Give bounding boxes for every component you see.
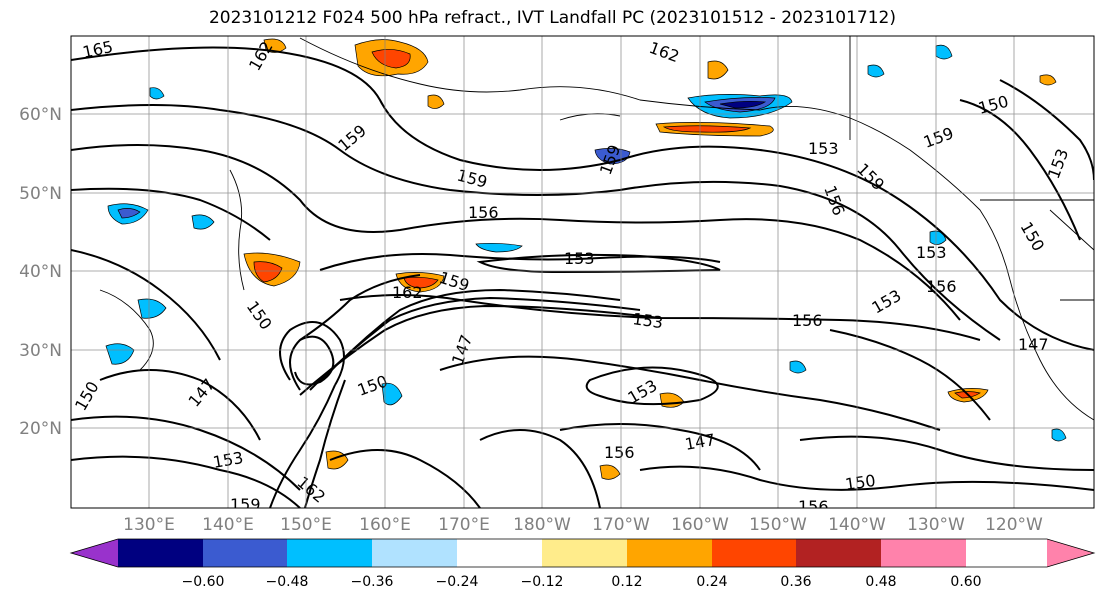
contour-label: 153 — [916, 243, 947, 262]
contour-label: 156 — [468, 203, 499, 222]
positive-anomaly-patch — [662, 125, 752, 133]
lon-label: 170°W — [592, 515, 650, 535]
contour-label: 156 — [604, 443, 635, 462]
negative-anomaly-patch — [381, 382, 403, 406]
lon-label: 150°W — [749, 515, 807, 535]
shaded-anomalies — [105, 38, 1067, 480]
negative-anomaly-patch — [719, 100, 767, 109]
graticule — [71, 36, 1094, 508]
colorbar-segment — [372, 539, 457, 567]
lon-label: 170°E — [438, 515, 490, 535]
map-title: 2023101212 F024 500 hPa refract., IVT La… — [208, 8, 896, 28]
lat-label: 40°N — [19, 262, 62, 282]
colorbar-tick-label: 0.36 — [780, 574, 811, 590]
lon-label: 150°E — [280, 515, 332, 535]
negative-anomaly-patch — [191, 214, 215, 230]
positive-anomaly-patch — [427, 94, 445, 109]
negative-anomaly-patch — [929, 230, 947, 245]
lon-label: 140°E — [202, 515, 254, 535]
lat-label: 20°N — [19, 419, 62, 439]
positive-anomaly-patch — [1039, 74, 1057, 86]
map-panel: 165 162 162 159 159 156 153 159 162 153 … — [71, 36, 1094, 516]
negative-anomaly-patch — [137, 298, 167, 319]
positive-anomaly-patch — [263, 38, 287, 53]
lon-label: 160°E — [359, 515, 411, 535]
lon-label: 120°W — [985, 515, 1043, 535]
contour-label: 153 — [631, 309, 664, 332]
colorbar: −0.60 −0.48 −0.36 −0.24 −0.12 0.12 0.24 … — [69, 538, 1096, 590]
positive-anomaly-patch — [599, 464, 621, 480]
positive-anomaly-patch — [253, 261, 283, 283]
contour-label: 147 — [1018, 335, 1049, 354]
colorbar-segment — [627, 539, 712, 567]
lat-label: 50°N — [19, 184, 62, 204]
colorbar-segment — [881, 539, 966, 567]
lat-label: 30°N — [19, 341, 62, 361]
contour-label: 162 — [392, 283, 423, 302]
lon-label: 140°W — [828, 515, 886, 535]
colorbar-extend-high — [1047, 539, 1094, 567]
colorbar-segment — [542, 539, 627, 567]
negative-anomaly-patch — [1051, 428, 1067, 442]
lon-label: 180°W — [513, 515, 571, 535]
negative-anomaly-patch — [789, 360, 807, 374]
positive-anomaly-patch — [403, 276, 439, 289]
colorbar-extend-low — [71, 539, 118, 567]
contour-label: 156 — [792, 311, 823, 330]
negative-anomaly-patch — [149, 87, 165, 100]
colorbar-tick-label: 0.48 — [865, 574, 896, 590]
latitude-labels: 60°N 50°N 40°N 30°N 20°N — [19, 105, 62, 439]
colorbar-segment — [712, 539, 796, 567]
positive-anomaly-patch — [371, 49, 411, 69]
longitude-labels: 130°E 140°E 150°E 160°E 170°E 180°W 170°… — [123, 515, 1043, 535]
colorbar-segment — [796, 539, 881, 567]
colorbar-segment — [287, 539, 372, 567]
colorbar-segment — [118, 539, 203, 567]
lon-label: 130°W — [907, 515, 965, 535]
colorbar-segment — [457, 539, 542, 567]
contour-label: 153 — [808, 139, 839, 158]
contour-label: 156 — [798, 497, 829, 516]
contour-label: 159 — [230, 495, 261, 514]
colorbar-tick-label: −0.24 — [436, 574, 479, 590]
colorbar-outline — [69, 538, 1096, 568]
colorbar-tick-label: −0.36 — [351, 574, 394, 590]
lon-label: 160°W — [671, 515, 729, 535]
colorbar-tick-label: −0.48 — [266, 574, 309, 590]
colorbar-segment — [203, 539, 287, 567]
positive-anomaly-patch — [707, 60, 729, 80]
contour-label: 150 — [844, 471, 877, 494]
contour-label: 156 — [926, 277, 957, 296]
lat-label: 60°N — [19, 105, 62, 125]
negative-anomaly-patch — [117, 208, 141, 219]
contour-label: 153 — [564, 249, 595, 268]
negative-anomaly-patch — [475, 242, 523, 253]
colorbar-tick-label: −0.60 — [182, 574, 225, 590]
colorbar-tick-label: 0.24 — [696, 574, 727, 590]
lon-label: 130°E — [123, 515, 175, 535]
colorbar-segment — [966, 539, 1047, 567]
colorbar-tick-label: 0.60 — [950, 574, 981, 590]
colorbar-tick-label: 0.12 — [611, 574, 642, 590]
negative-anomaly-patch — [935, 44, 953, 60]
coastlines — [99, 36, 1094, 421]
negative-anomaly-patch — [867, 64, 885, 78]
colorbar-tick-label: −0.12 — [521, 574, 564, 590]
map-frame — [70, 35, 1095, 509]
